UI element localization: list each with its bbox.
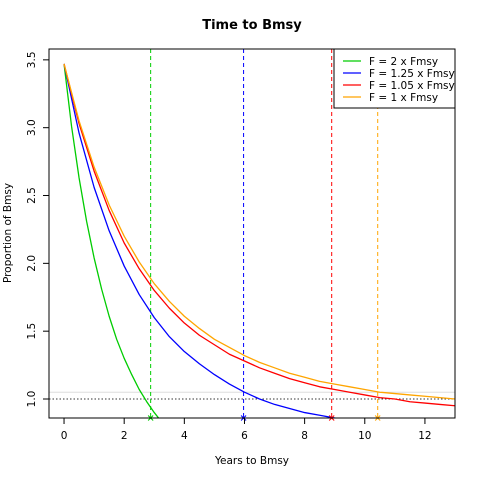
series-line-1 bbox=[63, 63, 160, 418]
x-tick-label: 10 bbox=[358, 430, 371, 442]
legend-label-4: F = 1 x Fmsy bbox=[369, 92, 438, 104]
series-line-2 bbox=[63, 63, 339, 418]
x-tick-label: 2 bbox=[121, 430, 128, 442]
y-axis: 1.0 1.5 2.0 2.5 3.0 3.5 bbox=[26, 52, 49, 408]
x-tick-label: 6 bbox=[241, 430, 248, 442]
y-tick-label: 2.5 bbox=[26, 187, 38, 204]
series-line-3 bbox=[63, 63, 455, 407]
y-tick-label: 2.0 bbox=[26, 255, 38, 272]
y-tick-label: 3.5 bbox=[26, 52, 38, 69]
x-tick-label: 4 bbox=[181, 430, 188, 442]
y-tick-label: 3.0 bbox=[26, 119, 38, 136]
series-line-4 bbox=[63, 63, 455, 400]
legend-label-2: F = 1.25 x Fmsy bbox=[369, 68, 455, 80]
x-axis: 0 2 4 6 8 10 12 bbox=[61, 418, 432, 442]
y-axis-label: Proportion of Bmsy bbox=[2, 183, 14, 283]
time-to-target-lines bbox=[150, 49, 379, 418]
plot-frame bbox=[48, 48, 456, 419]
reference-lines bbox=[49, 391, 455, 400]
legend-label-1: F = 2 x Fmsy bbox=[369, 56, 438, 68]
y-tick-label: 1.0 bbox=[26, 391, 38, 408]
x-axis-label: Years to Bmsy bbox=[214, 455, 289, 467]
x-tick-label: 12 bbox=[418, 430, 431, 442]
legend-label-3: F = 1.05 x Fmsy bbox=[369, 80, 455, 92]
series-lines bbox=[63, 63, 455, 418]
x-tick-label: 0 bbox=[61, 430, 68, 442]
x-tick-label: 8 bbox=[301, 430, 308, 442]
legend-box bbox=[333, 48, 456, 109]
y-tick-label: 1.5 bbox=[26, 323, 38, 340]
chart-title: Time to Bmsy bbox=[202, 18, 302, 33]
